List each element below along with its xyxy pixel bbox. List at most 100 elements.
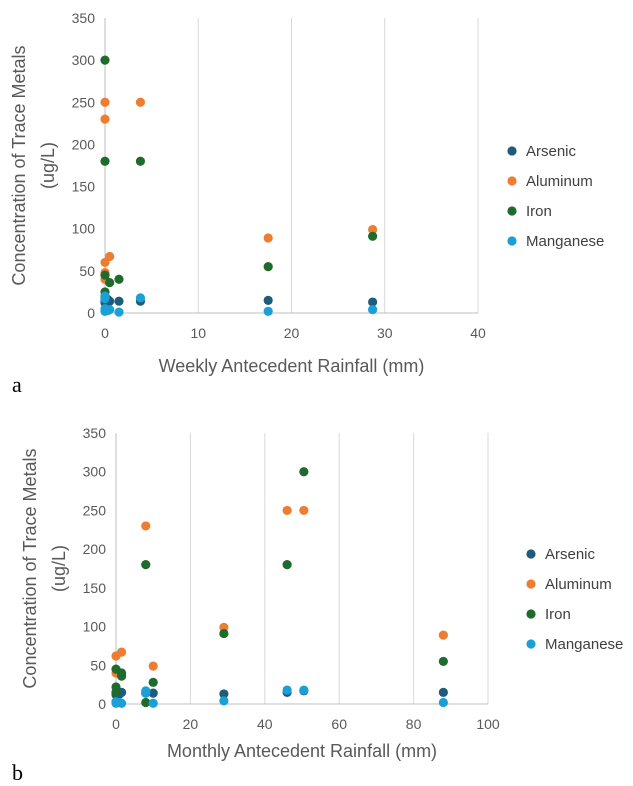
legend-marker-iron xyxy=(526,609,536,619)
data-point-arsenic xyxy=(114,296,124,306)
data-point-manganese xyxy=(219,696,229,706)
legend-label-manganese: Manganese xyxy=(545,636,623,653)
chart-panel-b: 0 20 40 60 80 100 0 50 100 150 200 250 300 350 Monthly… xyxy=(12,425,623,785)
legend-label-iron: Iron xyxy=(526,203,552,220)
data-point-aluminum xyxy=(282,505,292,516)
legend-marker-iron xyxy=(507,206,517,216)
x-tick-label: 30 xyxy=(377,325,393,341)
data-point-aluminum xyxy=(105,251,115,262)
data-point-aluminum xyxy=(263,233,273,243)
y-tick-label: 0 xyxy=(87,305,95,321)
data-point-iron xyxy=(100,156,110,166)
data-point-manganese xyxy=(438,697,448,708)
legend-label-aluminum: Aluminum xyxy=(545,576,612,593)
data-point-arsenic xyxy=(368,297,378,307)
y-tick-label: 200 xyxy=(72,136,96,152)
data-point-aluminum xyxy=(141,521,151,531)
data-point-arsenic xyxy=(219,689,229,699)
legend-marker-arsenic xyxy=(526,549,536,559)
data-point-manganese xyxy=(116,698,127,708)
data-point-iron xyxy=(116,671,127,681)
y-tick-label: 250 xyxy=(83,502,107,518)
y-axis-title: Concentration of Trace Metals xyxy=(9,45,29,285)
y-axis-title: (ug/L) xyxy=(38,142,58,189)
x-axis-title: Weekly Antecedent Rainfall (mm) xyxy=(159,356,425,376)
data-point-aluminum xyxy=(100,114,110,124)
y-tick-label: 100 xyxy=(72,221,96,237)
x-tick-label: 80 xyxy=(406,716,422,732)
data-point-aluminum xyxy=(116,647,127,657)
data-point-manganese xyxy=(141,688,151,698)
legend-label-manganese: Manganese xyxy=(526,233,604,250)
data-point-aluminum xyxy=(438,630,448,640)
y-axis-title: Concentration of Trace Metals xyxy=(20,448,40,688)
x-tick-label: 0 xyxy=(101,325,109,341)
legend-marker-aluminum xyxy=(526,579,536,589)
data-point-manganese xyxy=(282,685,292,695)
legend-label-iron: Iron xyxy=(545,606,571,623)
legend-label-arsenic: Arsenic xyxy=(545,546,596,563)
data-point-aluminum xyxy=(368,224,378,235)
data-point-manganese xyxy=(114,307,124,317)
data-point-manganese xyxy=(135,293,146,303)
y-tick-label: 150 xyxy=(72,179,96,195)
data-point-iron xyxy=(219,628,229,639)
data-point-arsenic xyxy=(148,688,158,698)
data-point-manganese xyxy=(100,294,110,304)
y-tick-label: 300 xyxy=(72,52,96,68)
y-axis-title: (ug/L) xyxy=(49,545,69,592)
x-tick-label: 10 xyxy=(190,325,206,341)
data-point-iron xyxy=(368,231,378,241)
data-point-manganese xyxy=(148,698,158,708)
legend-marker-manganese xyxy=(507,236,517,246)
data-point-iron xyxy=(100,270,110,280)
data-point-aluminum xyxy=(148,661,158,671)
panel-label: b xyxy=(12,760,23,785)
data-point-iron xyxy=(148,677,158,687)
y-tick-label: 200 xyxy=(83,541,107,557)
x-tick-label: 20 xyxy=(183,716,199,732)
x-axis-title: Monthly Antecedent Rainfall (mm) xyxy=(167,741,437,761)
x-tick-label: 40 xyxy=(470,325,486,341)
data-point-aluminum xyxy=(135,97,146,107)
y-tick-label: 350 xyxy=(72,10,96,26)
x-tick-label: 60 xyxy=(331,716,347,732)
legend-label-arsenic: Arsenic xyxy=(526,143,577,160)
x-tick-label: 20 xyxy=(284,325,300,341)
panel-label: a xyxy=(12,372,22,397)
data-point-iron xyxy=(105,278,115,288)
y-tick-label: 50 xyxy=(79,263,95,279)
legend-label-aluminum: Aluminum xyxy=(526,173,593,190)
y-tick-label: 350 xyxy=(83,425,107,441)
data-point-iron xyxy=(299,467,309,477)
data-point-manganese xyxy=(105,305,115,315)
y-tick-label: 100 xyxy=(83,619,107,635)
chart-panel-a: 0 10 20 30 40 0 50 100 150 200 250 300 350 Weekly Ant… xyxy=(9,10,604,397)
x-tick-label: 0 xyxy=(112,716,120,732)
data-point-iron xyxy=(114,274,124,284)
legend-marker-manganese xyxy=(526,639,536,649)
data-point-iron xyxy=(135,156,146,166)
y-tick-label: 150 xyxy=(83,580,107,596)
data-point-iron xyxy=(282,560,292,570)
data-point-aluminum xyxy=(299,505,309,516)
x-tick-label: 40 xyxy=(257,716,273,732)
data-point-aluminum xyxy=(100,97,110,107)
data-point-iron xyxy=(141,697,151,708)
data-point-arsenic xyxy=(438,687,448,697)
y-tick-label: 0 xyxy=(98,696,106,712)
data-point-arsenic xyxy=(263,295,273,305)
data-point-iron xyxy=(141,560,151,570)
y-tick-label: 300 xyxy=(83,464,107,480)
legend-marker-arsenic xyxy=(507,146,517,156)
legend-marker-aluminum xyxy=(507,176,517,186)
y-tick-label: 250 xyxy=(72,94,96,110)
data-point-iron xyxy=(100,55,110,65)
data-point-iron xyxy=(438,656,448,667)
data-point-manganese xyxy=(299,685,309,695)
data-point-manganese xyxy=(368,305,378,315)
data-point-iron xyxy=(111,687,121,697)
y-tick-label: 50 xyxy=(90,657,106,673)
x-tick-label: 100 xyxy=(476,716,500,732)
